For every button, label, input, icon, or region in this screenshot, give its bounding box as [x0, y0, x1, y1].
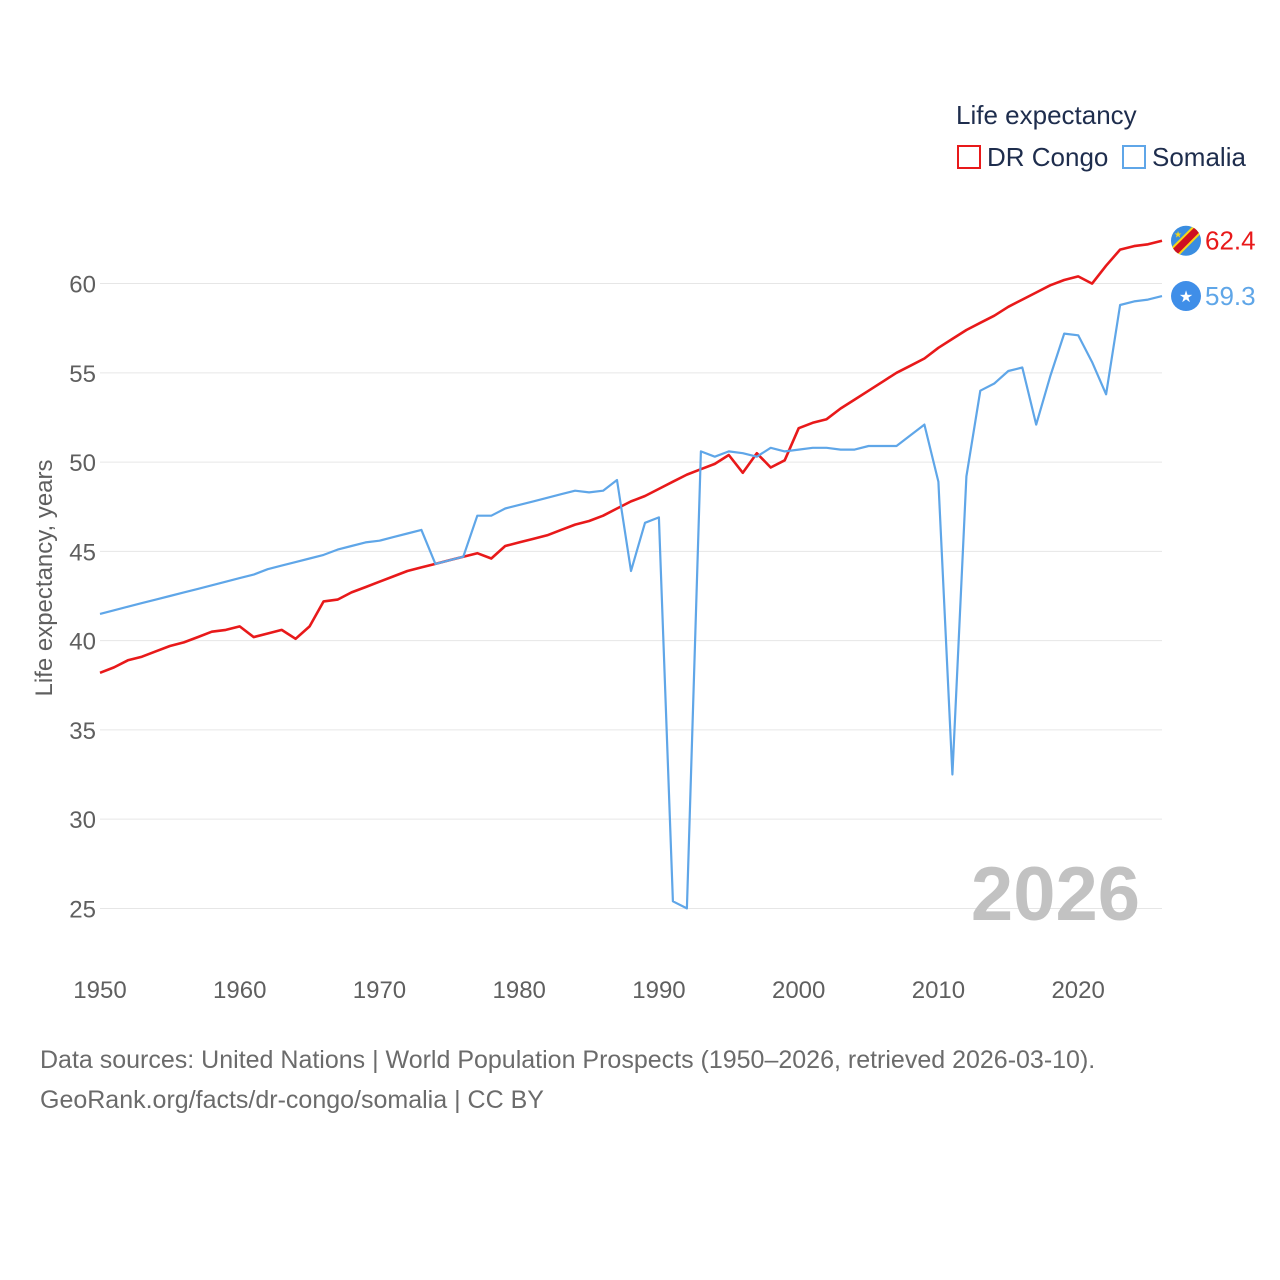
y-axis-ticks: 25 30 35 40 45 50 55 60 — [69, 272, 96, 924]
x-tick-label: 1970 — [353, 977, 406, 1004]
footer: Data sources: United Nations | World Pop… — [40, 1040, 1095, 1120]
x-tick-label: 2000 — [772, 977, 825, 1004]
y-tick-label: 30 — [69, 807, 96, 834]
attribution-link[interactable]: GeoRank.org/facts/dr-congo/somalia | CC … — [40, 1086, 544, 1114]
y-tick-label: 60 — [69, 272, 96, 299]
y-tick-label: 25 — [69, 896, 96, 923]
current-year-watermark: 2026 — [971, 852, 1140, 937]
series-line-dr-congo[interactable] — [99, 239, 1163, 675]
x-tick-label: 1950 — [73, 977, 126, 1004]
end-value-label-dr-congo: 62.4 — [1205, 226, 1256, 256]
y-tick-label: 40 — [69, 629, 96, 656]
y-tick-label: 55 — [69, 361, 96, 388]
data-sources-text: Data sources: United Nations | World Pop… — [40, 1046, 1096, 1074]
x-tick-label: 1960 — [213, 977, 266, 1004]
x-axis-ticks: 1950 1960 1970 1980 1990 2000 2010 2020 — [73, 977, 1105, 1004]
legend: Life expectancy DR Congo Somalia — [956, 100, 1246, 172]
legend-item-dr-congo[interactable]: DR Congo — [957, 142, 1108, 172]
x-tick-label: 1990 — [632, 977, 685, 1004]
end-value-label-somalia: 59.3 — [1205, 281, 1256, 311]
end-markers: ★ 62.4 ★ 59.3 — [1171, 225, 1256, 312]
y-tick-label: 35 — [69, 718, 96, 745]
legend-label-dr-congo: DR Congo — [987, 142, 1108, 172]
star-icon: ★ — [1179, 289, 1193, 306]
legend-label-somalia: Somalia — [1152, 142, 1246, 172]
legend-title: Life expectancy — [956, 100, 1137, 130]
y-tick-label: 50 — [69, 450, 96, 477]
legend-swatch-somalia — [1122, 145, 1146, 169]
legend-swatch-dr-congo — [957, 145, 981, 169]
star-icon: ★ — [1174, 230, 1182, 240]
line-chart: 25 30 35 40 45 50 55 60 1950 1960 1970 1980 1990 200… — [31, 100, 1256, 1004]
gridlines — [100, 283, 1162, 909]
dr-congo-flag-icon: ★ — [1171, 225, 1201, 256]
x-tick-label: 1980 — [493, 977, 546, 1004]
y-axis-title: Life expectancy, years — [31, 459, 58, 696]
x-tick-label: 2020 — [1051, 977, 1104, 1004]
x-tick-label: 2010 — [912, 977, 965, 1004]
legend-item-somalia[interactable]: Somalia — [1122, 142, 1246, 172]
y-tick-label: 45 — [69, 539, 96, 566]
series-lines — [99, 239, 1163, 910]
series-line-somalia[interactable] — [99, 295, 1163, 910]
somalia-flag-icon: ★ — [1171, 281, 1201, 312]
